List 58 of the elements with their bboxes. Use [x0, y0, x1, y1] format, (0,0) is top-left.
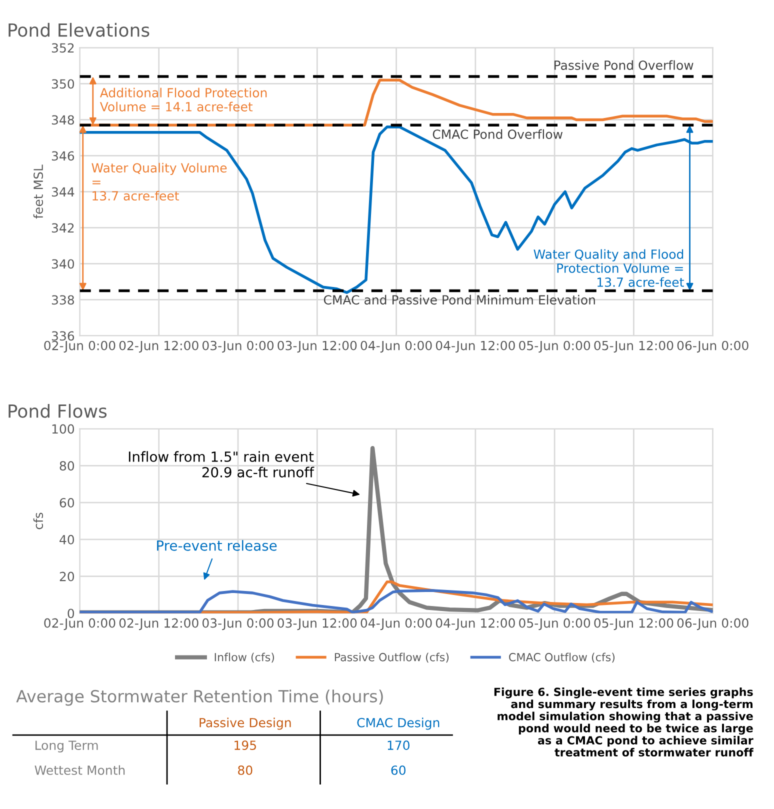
- y-tick-label: 344: [52, 187, 74, 197]
- y-axis-title: cfs: [33, 512, 44, 530]
- ref-line-label: Passive Pond Overflow: [554, 60, 694, 70]
- x-tick-label: 02-Jun 0:00: [44, 340, 116, 353]
- y-tick-label: 346: [52, 151, 74, 161]
- chart-title: Pond Elevations: [8, 22, 150, 37]
- annotation: Pre-event release: [157, 540, 277, 551]
- y-axis-title: feet MSL: [33, 164, 44, 219]
- x-tick-label: 02-Jun 12:00: [119, 618, 198, 630]
- category-label: Wettest Month: [34, 765, 125, 775]
- x-tick-label: 04-Jun 0:00: [360, 618, 432, 630]
- y-tick-label: 0: [68, 608, 74, 618]
- y-tick-label: 336: [52, 331, 74, 341]
- x-tick-label: 03-Jun 12:00: [278, 618, 357, 630]
- annotation: Water Quality and Flood Protection Volume = 13.7 acre-feet: [534, 249, 684, 287]
- legend-label: CMAC Design: [357, 718, 440, 730]
- x-tick-label: 04-Jun 12:00: [436, 340, 515, 353]
- annotation: Water Quality Volume = 13.7 acre-feet: [92, 162, 227, 201]
- legend-label: CMAC Outflow (cfs): [509, 652, 615, 663]
- annotation: Additional Flood Protection Volume = 14.1 acre-feet: [100, 88, 267, 112]
- y-tick-label: 340: [52, 259, 74, 269]
- y-tick-label: 40: [60, 534, 74, 544]
- x-tick-label: 05-Jun 12:00: [594, 618, 674, 630]
- y-tick-label: 100: [52, 424, 74, 434]
- x-tick-label: 02-Jun 12:00: [119, 340, 198, 353]
- x-tick-label: 05-Jun 12:00: [594, 340, 674, 353]
- y-tick-label: 338: [52, 295, 74, 305]
- y-tick-label: 20: [60, 572, 74, 582]
- x-tick-label: 03-Jun 0:00: [202, 618, 274, 630]
- y-tick-label: 342: [52, 223, 74, 233]
- x-tick-label: 02-Jun 0:00: [44, 618, 116, 630]
- x-tick-label: 04-Jun 0:00: [360, 340, 432, 353]
- y-tick-label: 348: [52, 115, 74, 125]
- y-tick-label: 80: [60, 461, 74, 471]
- x-tick-label: 06-Jun 0:00: [677, 618, 748, 630]
- x-tick-label: 05-Jun 0:00: [519, 340, 590, 353]
- data-label: 60: [391, 765, 406, 775]
- caption: Figure 6. Single-event time series graphs and summary results from a long-term model simulation showing that a passive pond would need to be twice as large as a CMAC pond to achieve similar treatment of stormwater runoff: [494, 687, 754, 757]
- data-label: 80: [238, 765, 252, 775]
- category-label: Long Term: [36, 740, 98, 752]
- y-tick-label: 352: [52, 43, 74, 53]
- x-tick-label: 04-Jun 12:00: [436, 618, 515, 630]
- text: Average Stormwater Retention Time (hours): [16, 690, 383, 706]
- x-tick-label: 05-Jun 0:00: [519, 618, 590, 630]
- y-tick-label: 350: [52, 79, 74, 89]
- ref-line-label: CMAC Pond Overflow: [432, 129, 563, 139]
- y-tick-label: 60: [60, 498, 74, 508]
- data-label: 195: [234, 740, 256, 750]
- data-label: 170: [388, 740, 410, 750]
- chart-title: Pond Flows: [8, 404, 107, 418]
- ref-line-label: CMAC and Passive Pond Minimum Elevation: [324, 294, 595, 305]
- x-tick-label: 06-Jun 0:00: [677, 340, 748, 353]
- annotation: Inflow from 1.5" rain event 20.9 ac-ft runoff: [128, 451, 314, 478]
- legend-label: Inflow (cfs): [214, 652, 274, 663]
- x-tick-label: 03-Jun 12:00: [278, 340, 357, 353]
- x-tick-label: 03-Jun 0:00: [202, 340, 274, 353]
- legend-label: Passive Outflow (cfs): [334, 652, 449, 663]
- legend-label: Passive Design: [200, 718, 291, 730]
